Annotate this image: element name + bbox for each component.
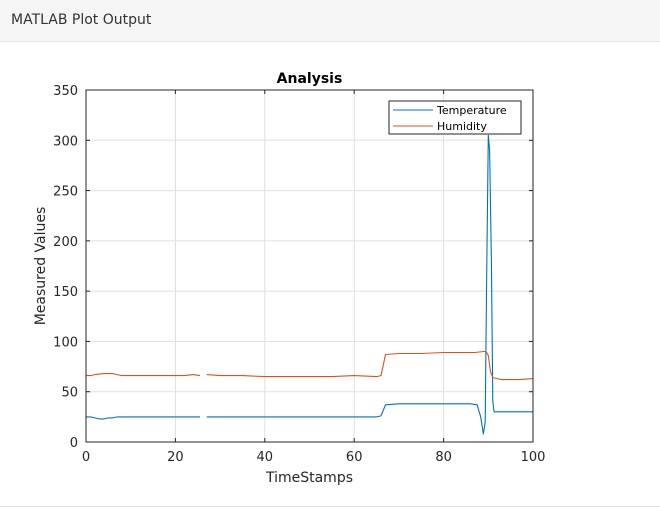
x-tick-label: 0	[82, 450, 90, 465]
temperature-line-segment	[86, 416, 200, 420]
x-tick-label: 40	[257, 450, 274, 465]
axes	[85, 89, 534, 443]
x-tick-label: 100	[521, 450, 546, 465]
window-titlebar: MATLAB Plot Output	[0, 0, 660, 42]
x-tick-label: 80	[435, 450, 452, 465]
x-axis-label: TimeStamps	[265, 470, 353, 486]
window-title: MATLAB Plot Output	[11, 12, 152, 28]
legend: Temperature Humidity	[388, 100, 522, 135]
plot-area	[86, 90, 533, 442]
grid-lines	[86, 90, 533, 442]
tick-labels: 0 20 40 60 80 100 0 50 100 150 200 250 300 350	[53, 84, 545, 465]
legend-temperature-label: Temperature	[436, 104, 507, 117]
axes-box	[85, 89, 534, 443]
chart-title: Analysis	[277, 71, 343, 87]
y-tick-label: 150	[53, 285, 78, 300]
y-tick-label: 350	[53, 84, 78, 99]
y-tick-label: 200	[53, 235, 78, 250]
y-tick-label: 300	[53, 134, 78, 149]
bottom-divider	[0, 506, 660, 507]
x-tick-label: 20	[167, 450, 184, 465]
temperature-line-segment	[206, 134, 533, 435]
y-tick-label: 100	[53, 335, 78, 350]
y-tick-label: 50	[61, 386, 78, 401]
humidity-line-segment	[86, 373, 201, 377]
humidity-line-segment	[206, 350, 534, 381]
legend-humidity-label: Humidity	[437, 120, 487, 133]
x-tick-label: 60	[346, 450, 363, 465]
legend-box	[388, 100, 522, 135]
y-tick-label: 250	[53, 185, 78, 200]
y-axis-label: Measured Values	[33, 207, 49, 326]
y-tick-label: 0	[70, 436, 78, 451]
series-lines	[86, 134, 534, 435]
